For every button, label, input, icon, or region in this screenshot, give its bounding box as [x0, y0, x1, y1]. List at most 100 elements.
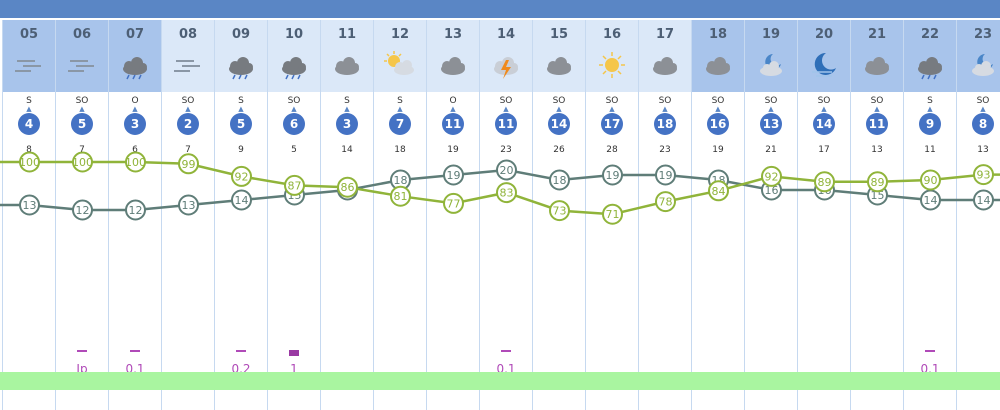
wind-direction: O	[131, 96, 139, 106]
temperature-point: 13	[19, 194, 40, 216]
hour-column: 11 S ▲ 3 14	[320, 20, 373, 410]
temperature-value: 12	[129, 204, 143, 217]
precip-amount: 1	[290, 362, 298, 376]
hour-column: 15 SO ▲ 14 26	[532, 20, 585, 410]
wind-speed: 5	[71, 113, 93, 135]
rain-cloud-icon	[223, 50, 259, 80]
humidity-point: 77	[443, 192, 464, 214]
humidity-value: 89	[871, 176, 885, 189]
hour-label: 16	[602, 27, 622, 42]
precip-intensity-mark	[77, 350, 87, 352]
forecast-lines: 1312121314151618192018191918161615141410…	[0, 151, 1000, 225]
fog-icon	[64, 50, 100, 80]
hour-label: 07	[125, 27, 145, 42]
wind-speed: 3	[336, 113, 358, 135]
hour-header	[904, 20, 956, 92]
hour-header	[480, 20, 532, 92]
fog-icon	[170, 50, 206, 80]
hour-label: 21	[867, 27, 887, 42]
wind-direction: S	[927, 96, 933, 106]
wind-direction: S	[397, 96, 403, 106]
hour-label: 09	[231, 27, 251, 42]
wind-gust: 13	[871, 145, 883, 155]
wind-arrow-icon: ▲	[715, 105, 721, 113]
hour-label: 11	[337, 27, 357, 42]
hour-column: 12 S ▲ 7 18	[373, 20, 426, 410]
humidity-point: 93	[973, 164, 994, 186]
wind-arrow-icon: ▲	[768, 105, 774, 113]
rain-cloud-icon	[117, 50, 153, 80]
wind-arrow-icon: ▲	[344, 105, 350, 113]
sun-icon	[594, 50, 630, 80]
wind-gust: 11	[924, 145, 936, 155]
rain-cloud-icon	[276, 50, 312, 80]
wind-direction: SO	[287, 96, 301, 106]
wind-direction: O	[449, 96, 457, 106]
precip-amount: Ip	[76, 362, 88, 376]
temperature-value: 15	[871, 189, 885, 202]
wind-direction: SO	[75, 96, 89, 106]
hour-column: 21 SO ▲ 11 13	[850, 20, 903, 410]
hour-header	[639, 20, 691, 92]
temperature-point: 20	[496, 159, 517, 181]
temperature-value: 19	[659, 169, 673, 182]
wind-direction: SO	[181, 96, 195, 106]
hour-header	[215, 20, 267, 92]
precip-intensity-mark	[289, 350, 299, 356]
hour-header	[3, 20, 55, 92]
wind-gust: 28	[606, 145, 618, 155]
hour-label: 17	[655, 27, 675, 42]
wind-gust: 8	[26, 145, 32, 155]
temperature-point: 14	[973, 189, 994, 211]
wind-arrow-icon: ▲	[874, 105, 880, 113]
temperature-value: 13	[23, 199, 37, 212]
cloud-icon	[541, 50, 577, 80]
humidity-point: 86	[337, 176, 358, 198]
wind-gust: 19	[712, 145, 724, 155]
hour-label: 06	[72, 27, 92, 42]
wind-direction: S	[26, 96, 32, 106]
wind-gust: 9	[238, 145, 244, 155]
sun-cloud-icon	[382, 50, 418, 80]
temperature-point: 13	[178, 194, 199, 216]
temperature-value: 12	[76, 204, 90, 217]
thunder-icon	[488, 50, 524, 80]
wind-gust: 7	[185, 145, 191, 155]
humidity-value: 71	[606, 208, 620, 221]
humidity-point: 81	[390, 185, 411, 207]
wind-speed: 6	[283, 113, 305, 135]
forecast-grid: 05 S ▲ 4 8 06 SO ▲ 5 7 Ip ☂ 07 O ▲ 3 6 0…	[0, 20, 1000, 410]
wind-gust: 19	[447, 145, 459, 155]
temperature-point: 14	[920, 189, 941, 211]
humidity-point: 92	[231, 165, 252, 187]
humidity-point: 100	[125, 151, 146, 173]
hour-column: 19 SO ▲ 13 21	[744, 20, 797, 410]
precip-intensity-mark	[925, 350, 935, 352]
hour-column: 06 SO ▲ 5 7 Ip ☂	[55, 20, 108, 410]
humidity-value: 77	[447, 197, 461, 210]
footer-bar	[0, 372, 1000, 390]
wind-direction: SO	[499, 96, 513, 106]
wind-arrow-icon: ▲	[662, 105, 668, 113]
wind-gust: 7	[79, 145, 85, 155]
wind-gust: 6	[132, 145, 138, 155]
hour-column: 13 O ▲ 11 19	[426, 20, 479, 410]
humidity-value: 83	[500, 187, 514, 200]
wind-direction: SO	[711, 96, 725, 106]
humidity-point: 83	[496, 182, 517, 204]
humidity-value: 92	[765, 170, 779, 183]
wind-speed: 11	[495, 113, 517, 135]
top-bar	[0, 0, 1000, 18]
moon-icon	[806, 50, 842, 80]
humidity-value: 99	[182, 158, 196, 171]
hour-header	[162, 20, 214, 92]
wind-arrow-icon: ▲	[556, 105, 562, 113]
hour-label: 22	[920, 27, 940, 42]
temperature-value: 14	[977, 194, 991, 207]
wind-speed: 11	[442, 113, 464, 135]
humidity-value: 89	[818, 176, 832, 189]
wind-speed: 13	[760, 113, 782, 135]
hour-column: 20 SO ▲ 14 17	[797, 20, 850, 410]
temperature-point: 19	[443, 164, 464, 186]
wind-gust: 17	[818, 145, 830, 155]
